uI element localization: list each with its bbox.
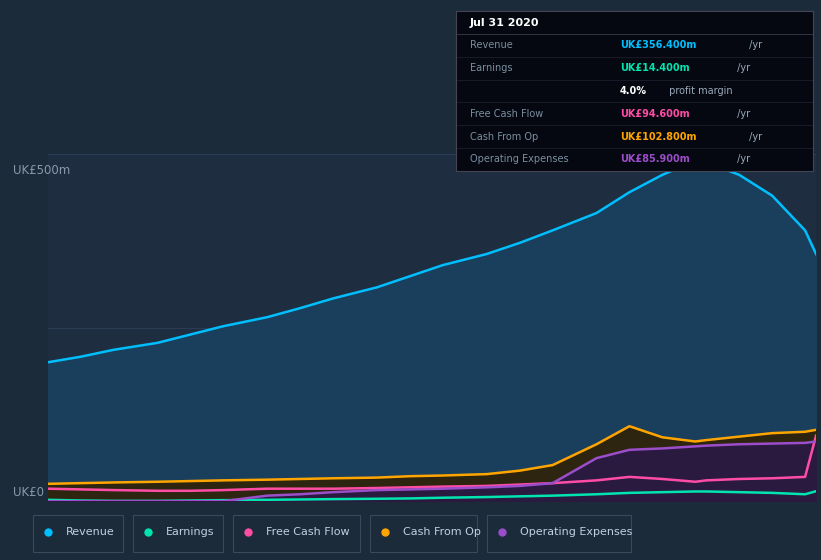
- Text: UK£0: UK£0: [13, 486, 44, 500]
- Text: /yr: /yr: [734, 155, 750, 165]
- Text: Revenue: Revenue: [470, 40, 512, 50]
- Text: Earnings: Earnings: [166, 527, 214, 537]
- Text: Free Cash Flow: Free Cash Flow: [266, 527, 350, 537]
- Text: 4.0%: 4.0%: [620, 86, 647, 96]
- Text: /yr: /yr: [734, 109, 750, 119]
- Text: UK£14.400m: UK£14.400m: [620, 63, 690, 73]
- Text: Free Cash Flow: Free Cash Flow: [470, 109, 544, 119]
- Text: UK£102.800m: UK£102.800m: [620, 132, 696, 142]
- Text: UK£500m: UK£500m: [13, 164, 71, 178]
- Text: /yr: /yr: [745, 40, 762, 50]
- Text: Earnings: Earnings: [470, 63, 512, 73]
- Text: UK£85.900m: UK£85.900m: [620, 155, 690, 165]
- Text: Jul 31 2020: Jul 31 2020: [470, 17, 539, 27]
- Text: UK£356.400m: UK£356.400m: [620, 40, 696, 50]
- Text: Cash From Op: Cash From Op: [403, 527, 481, 537]
- Text: /yr: /yr: [734, 63, 750, 73]
- Text: /yr: /yr: [745, 132, 762, 142]
- Text: Revenue: Revenue: [66, 527, 114, 537]
- Text: Operating Expenses: Operating Expenses: [470, 155, 569, 165]
- Text: UK£94.600m: UK£94.600m: [620, 109, 690, 119]
- Text: profit margin: profit margin: [666, 86, 732, 96]
- Text: Cash From Op: Cash From Op: [470, 132, 539, 142]
- Text: Operating Expenses: Operating Expenses: [520, 527, 632, 537]
